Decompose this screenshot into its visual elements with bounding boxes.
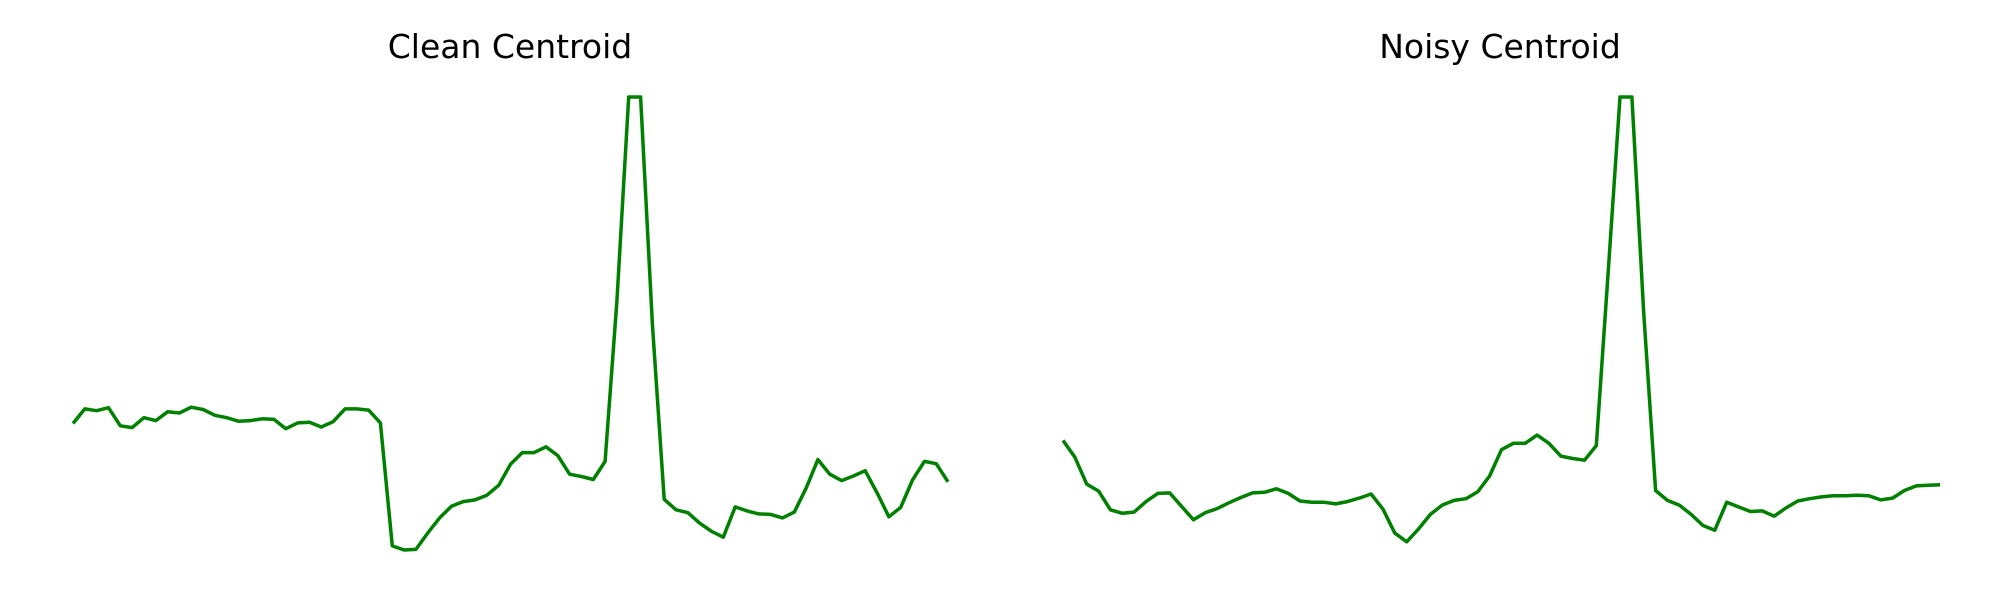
series-noisy: [1061, 95, 1941, 544]
title-clean: Clean Centroid: [388, 27, 633, 66]
series-line-1: [1061, 95, 1941, 544]
series-clean: [71, 95, 950, 552]
panel-clean: Clean Centroid: [71, 27, 950, 552]
series-line-0: [71, 95, 950, 552]
panel-noisy: Noisy Centroid: [1061, 27, 1941, 544]
title-noisy: Noisy Centroid: [1379, 27, 1621, 66]
